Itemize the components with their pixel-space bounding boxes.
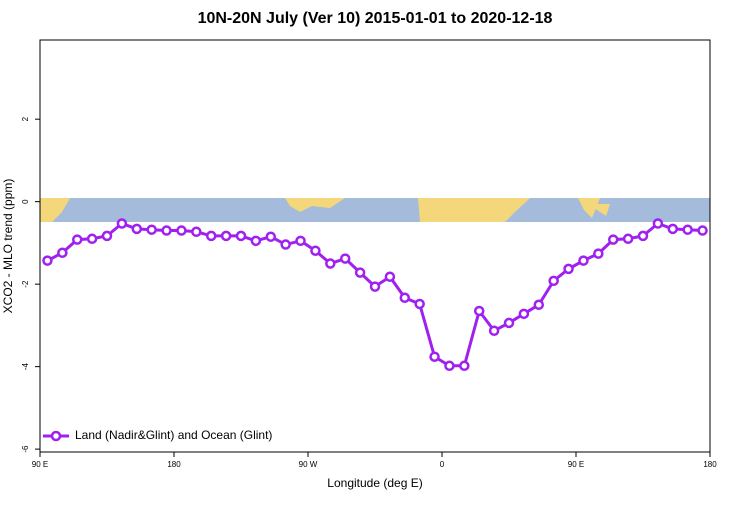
data-point bbox=[86, 233, 98, 245]
data-point bbox=[473, 305, 485, 317]
data-point bbox=[57, 247, 68, 259]
legend-label: Land (Nadir&Glint) and Ocean (Glint) bbox=[75, 428, 272, 442]
y-axis-label: XCO2 - MLO trend (ppm) bbox=[1, 179, 15, 314]
data-point bbox=[280, 239, 291, 250]
data-point bbox=[250, 235, 262, 247]
data-point bbox=[325, 258, 336, 269]
data-point bbox=[205, 230, 217, 242]
data-point bbox=[682, 224, 693, 235]
y-tick-label: -2 bbox=[21, 280, 30, 288]
data-point bbox=[563, 263, 574, 275]
data-point bbox=[518, 308, 530, 320]
data-point bbox=[265, 231, 277, 242]
data-point bbox=[42, 255, 53, 266]
data-point bbox=[295, 235, 306, 247]
x-tick-label: 0 bbox=[440, 460, 445, 469]
data-point bbox=[652, 218, 664, 229]
x-tick-label: 180 bbox=[703, 460, 717, 469]
data-point bbox=[235, 230, 247, 242]
data-point bbox=[220, 230, 232, 242]
data-point bbox=[488, 325, 500, 337]
data-point bbox=[667, 223, 679, 235]
data-point bbox=[310, 245, 321, 256]
data-point bbox=[622, 233, 634, 245]
data-point bbox=[176, 225, 187, 236]
data-point bbox=[459, 360, 470, 372]
data-point bbox=[533, 299, 545, 311]
y-tick-label: 0 bbox=[21, 199, 30, 204]
data-point bbox=[637, 230, 649, 242]
x-tick-label: 90 E bbox=[32, 460, 48, 469]
data-point bbox=[578, 255, 589, 266]
data-point bbox=[384, 271, 396, 282]
data-point bbox=[593, 248, 604, 259]
data-point bbox=[399, 292, 411, 304]
data-point bbox=[131, 223, 143, 235]
data-point bbox=[116, 218, 128, 229]
x-tick-label: 90 W bbox=[299, 460, 318, 469]
x-tick-label: 180 bbox=[167, 460, 181, 469]
legend-marker bbox=[50, 430, 62, 442]
data-point bbox=[101, 230, 113, 242]
map-band bbox=[40, 198, 710, 222]
data-point bbox=[429, 351, 440, 362]
y-tick-label: -6 bbox=[21, 445, 30, 453]
data-point bbox=[503, 317, 515, 329]
data-point bbox=[191, 226, 202, 238]
y-tick-label: 2 bbox=[21, 116, 30, 121]
data-point bbox=[607, 234, 619, 245]
y-tick-label: -4 bbox=[21, 363, 30, 371]
data-point bbox=[697, 225, 708, 236]
data-point bbox=[548, 275, 559, 287]
data-point bbox=[414, 298, 425, 310]
data-point bbox=[339, 253, 351, 264]
chart-title: 10N-20N July (Ver 10) 2015-01-01 to 2020… bbox=[198, 10, 553, 27]
x-tick-label: 90 E bbox=[568, 460, 584, 469]
data-point bbox=[354, 267, 366, 278]
data-point bbox=[369, 281, 381, 292]
series-line bbox=[46, 221, 703, 368]
data-point bbox=[444, 360, 455, 372]
data-point bbox=[146, 224, 157, 235]
data-point bbox=[71, 234, 83, 245]
x-axis-label: Longitude (deg E) bbox=[327, 476, 422, 490]
plot-frame bbox=[39, 39, 711, 453]
data-point bbox=[161, 225, 172, 236]
